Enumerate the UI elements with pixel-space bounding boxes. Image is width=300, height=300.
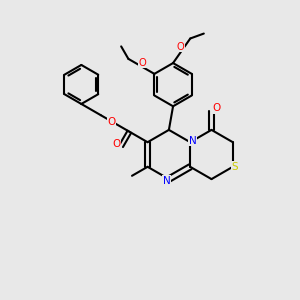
Text: N: N [189,136,196,146]
Text: O: O [176,42,184,52]
Text: N: N [163,176,170,186]
Text: O: O [107,117,116,127]
Text: O: O [139,58,147,68]
Text: O: O [213,103,221,113]
Text: S: S [232,162,238,172]
Text: O: O [112,140,121,149]
